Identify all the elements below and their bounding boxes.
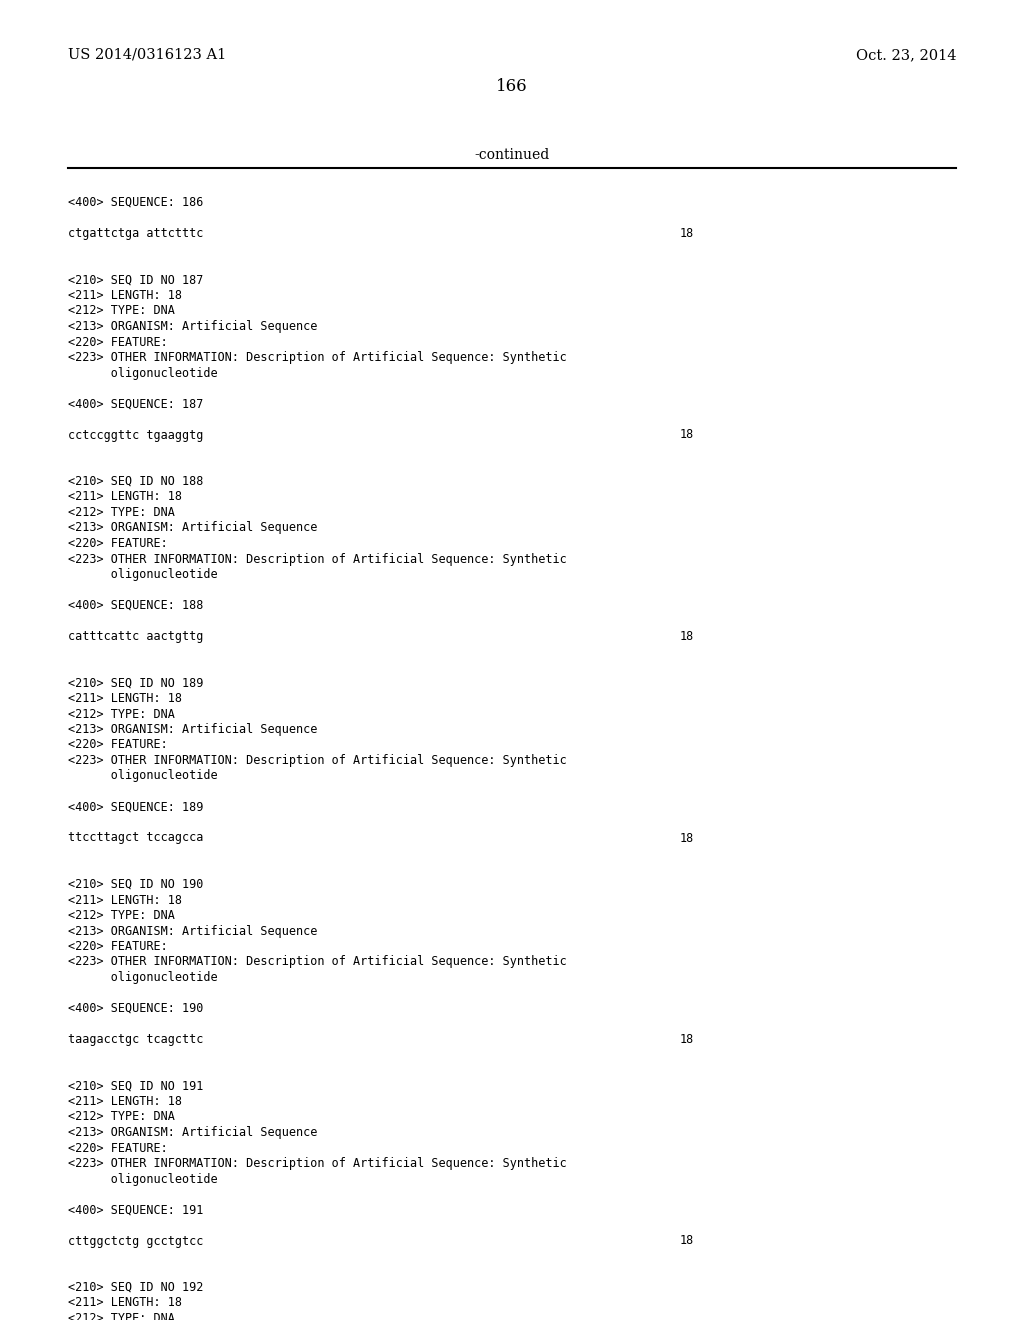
Text: <223> OTHER INFORMATION: Description of Artificial Sequence: Synthetic: <223> OTHER INFORMATION: Description of …	[68, 351, 566, 364]
Text: Oct. 23, 2014: Oct. 23, 2014	[855, 48, 956, 62]
Text: <213> ORGANISM: Artificial Sequence: <213> ORGANISM: Artificial Sequence	[68, 319, 317, 333]
Text: 18: 18	[680, 832, 694, 845]
Text: oligonucleotide: oligonucleotide	[68, 1172, 218, 1185]
Text: <220> FEATURE:: <220> FEATURE:	[68, 537, 168, 550]
Text: <212> TYPE: DNA: <212> TYPE: DNA	[68, 305, 175, 318]
Text: <211> LENGTH: 18: <211> LENGTH: 18	[68, 1096, 182, 1107]
Text: <212> TYPE: DNA: <212> TYPE: DNA	[68, 909, 175, 921]
Text: catttcattc aactgttg: catttcattc aactgttg	[68, 630, 204, 643]
Text: <213> ORGANISM: Artificial Sequence: <213> ORGANISM: Artificial Sequence	[68, 1126, 317, 1139]
Text: <223> OTHER INFORMATION: Description of Artificial Sequence: Synthetic: <223> OTHER INFORMATION: Description of …	[68, 754, 566, 767]
Text: <220> FEATURE:: <220> FEATURE:	[68, 738, 168, 751]
Text: oligonucleotide: oligonucleotide	[68, 367, 218, 380]
Text: <213> ORGANISM: Artificial Sequence: <213> ORGANISM: Artificial Sequence	[68, 723, 317, 737]
Text: <211> LENGTH: 18: <211> LENGTH: 18	[68, 894, 182, 907]
Text: <220> FEATURE:: <220> FEATURE:	[68, 940, 168, 953]
Text: 18: 18	[680, 227, 694, 240]
Text: <220> FEATURE:: <220> FEATURE:	[68, 335, 168, 348]
Text: <400> SEQUENCE: 191: <400> SEQUENCE: 191	[68, 1204, 204, 1217]
Text: 18: 18	[680, 429, 694, 441]
Text: <400> SEQUENCE: 189: <400> SEQUENCE: 189	[68, 800, 204, 813]
Text: <400> SEQUENCE: 186: <400> SEQUENCE: 186	[68, 195, 204, 209]
Text: taagacctgc tcagcttc: taagacctgc tcagcttc	[68, 1034, 204, 1045]
Text: cttggctctg gcctgtcc: cttggctctg gcctgtcc	[68, 1234, 204, 1247]
Text: <211> LENGTH: 18: <211> LENGTH: 18	[68, 491, 182, 503]
Text: <400> SEQUENCE: 188: <400> SEQUENCE: 188	[68, 599, 204, 612]
Text: <212> TYPE: DNA: <212> TYPE: DNA	[68, 1312, 175, 1320]
Text: oligonucleotide: oligonucleotide	[68, 770, 218, 783]
Text: <223> OTHER INFORMATION: Description of Artificial Sequence: Synthetic: <223> OTHER INFORMATION: Description of …	[68, 956, 566, 969]
Text: <210> SEQ ID NO 192: <210> SEQ ID NO 192	[68, 1280, 204, 1294]
Text: <212> TYPE: DNA: <212> TYPE: DNA	[68, 708, 175, 721]
Text: 18: 18	[680, 1034, 694, 1045]
Text: 18: 18	[680, 1234, 694, 1247]
Text: <211> LENGTH: 18: <211> LENGTH: 18	[68, 289, 182, 302]
Text: ctgattctga attctttc: ctgattctga attctttc	[68, 227, 204, 240]
Text: ttccttagct tccagcca: ttccttagct tccagcca	[68, 832, 204, 845]
Text: <223> OTHER INFORMATION: Description of Artificial Sequence: Synthetic: <223> OTHER INFORMATION: Description of …	[68, 553, 566, 565]
Text: oligonucleotide: oligonucleotide	[68, 568, 218, 581]
Text: 18: 18	[680, 630, 694, 643]
Text: <210> SEQ ID NO 191: <210> SEQ ID NO 191	[68, 1080, 204, 1093]
Text: <210> SEQ ID NO 189: <210> SEQ ID NO 189	[68, 676, 204, 689]
Text: 166: 166	[497, 78, 527, 95]
Text: <213> ORGANISM: Artificial Sequence: <213> ORGANISM: Artificial Sequence	[68, 521, 317, 535]
Text: -continued: -continued	[474, 148, 550, 162]
Text: <220> FEATURE:: <220> FEATURE:	[68, 1142, 168, 1155]
Text: <210> SEQ ID NO 188: <210> SEQ ID NO 188	[68, 475, 204, 488]
Text: <211> LENGTH: 18: <211> LENGTH: 18	[68, 692, 182, 705]
Text: oligonucleotide: oligonucleotide	[68, 972, 218, 983]
Text: <212> TYPE: DNA: <212> TYPE: DNA	[68, 506, 175, 519]
Text: <211> LENGTH: 18: <211> LENGTH: 18	[68, 1296, 182, 1309]
Text: cctccggttc tgaaggtg: cctccggttc tgaaggtg	[68, 429, 204, 441]
Text: <210> SEQ ID NO 187: <210> SEQ ID NO 187	[68, 273, 204, 286]
Text: <400> SEQUENCE: 187: <400> SEQUENCE: 187	[68, 397, 204, 411]
Text: US 2014/0316123 A1: US 2014/0316123 A1	[68, 48, 226, 62]
Text: <212> TYPE: DNA: <212> TYPE: DNA	[68, 1110, 175, 1123]
Text: <223> OTHER INFORMATION: Description of Artificial Sequence: Synthetic: <223> OTHER INFORMATION: Description of …	[68, 1158, 566, 1170]
Text: <210> SEQ ID NO 190: <210> SEQ ID NO 190	[68, 878, 204, 891]
Text: <213> ORGANISM: Artificial Sequence: <213> ORGANISM: Artificial Sequence	[68, 924, 317, 937]
Text: <400> SEQUENCE: 190: <400> SEQUENCE: 190	[68, 1002, 204, 1015]
